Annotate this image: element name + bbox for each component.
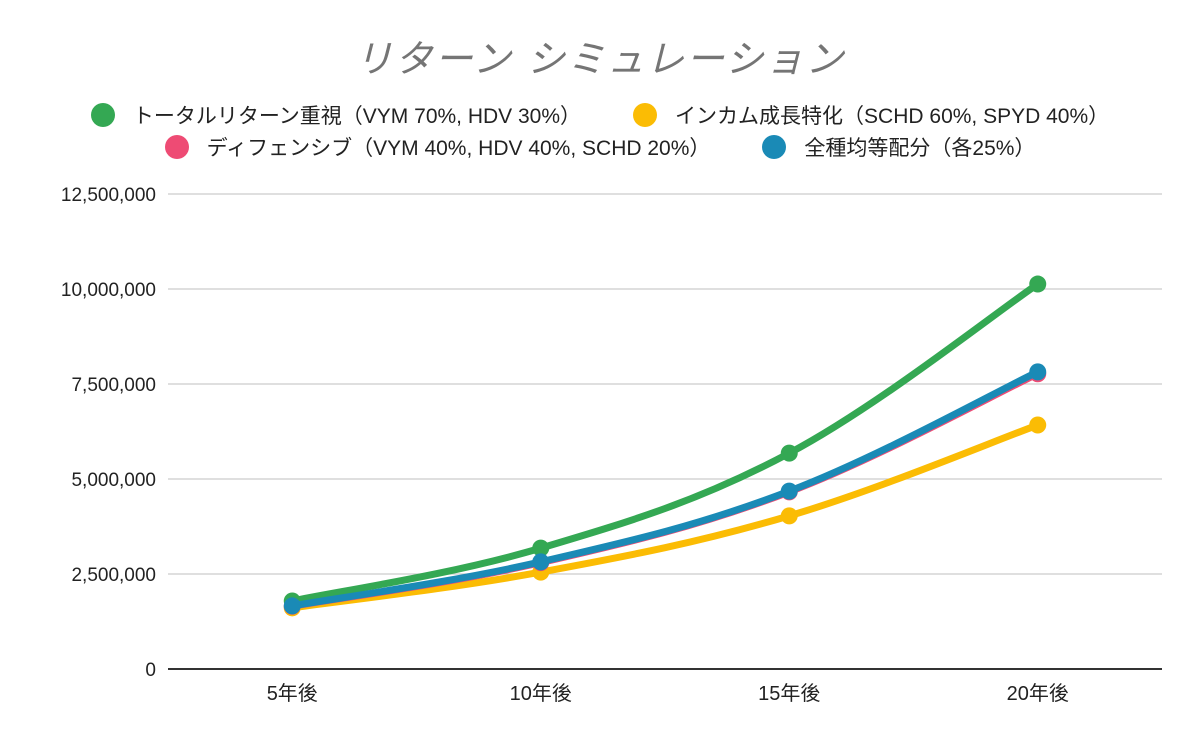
data-point xyxy=(1029,416,1047,434)
legend-row-2: ディフェンシブ（VYM 40%, HDV 40%, SCHD 20%） 全種均等… xyxy=(0,132,1200,162)
series-line xyxy=(288,370,1042,610)
y-tick-label: 5,000,000 xyxy=(71,470,156,491)
legend-item-equal-weight[interactable]: 全種均等配分（各25%） xyxy=(762,132,1035,162)
data-point xyxy=(1029,363,1047,381)
x-tick-label: 20年後 xyxy=(1007,682,1069,705)
legend-marker-icon xyxy=(90,103,115,127)
legend-marker-icon xyxy=(633,103,658,127)
legend-label: インカム成長特化（SCHD 60%, SPYD 40%） xyxy=(675,105,1110,128)
x-tick-label: 5年後 xyxy=(267,682,318,705)
legend-item-total-return[interactable]: トータルリターン重視（VYM 70%, HDV 30%） xyxy=(90,100,582,130)
x-tick-label: 10年後 xyxy=(510,682,572,705)
data-point xyxy=(1029,275,1047,293)
legend-row-1: トータルリターン重視（VYM 70%, HDV 30%） インカム成長特化（SC… xyxy=(0,100,1200,130)
legend-marker-icon xyxy=(762,135,787,159)
y-tick-label: 2,500,000 xyxy=(71,565,156,586)
y-tick-label: 7,500,000 xyxy=(71,375,156,396)
data-point xyxy=(780,507,798,525)
series-line xyxy=(288,280,1042,605)
legend-label: ディフェンシブ（VYM 40%, HDV 40%, SCHD 20%） xyxy=(206,137,711,160)
series-line xyxy=(288,368,1042,610)
legend-label: トータルリターン重視（VYM 70%, HDV 30%） xyxy=(132,105,582,128)
data-point xyxy=(532,539,550,557)
y-tick-label: 0 xyxy=(145,660,156,681)
legend-item-income-growth[interactable]: インカム成長特化（SCHD 60%, SPYD 40%） xyxy=(633,100,1109,130)
x-tick-label: 15年後 xyxy=(758,682,820,705)
data-point xyxy=(532,553,550,571)
y-tick-label: 12,500,000 xyxy=(61,185,156,206)
legend-marker-icon xyxy=(164,135,189,159)
data-point xyxy=(283,597,301,615)
legend-label: 全種均等配分（各25%） xyxy=(804,137,1036,160)
chart-title: リターン シミュレーション xyxy=(354,37,846,81)
legend-item-defensive[interactable]: ディフェンシブ（VYM 40%, HDV 40%, SCHD 20%） xyxy=(164,132,711,162)
data-point xyxy=(780,444,798,462)
data-point xyxy=(780,482,798,500)
y-tick-label: 10,000,000 xyxy=(61,280,156,301)
series-line xyxy=(288,421,1042,612)
